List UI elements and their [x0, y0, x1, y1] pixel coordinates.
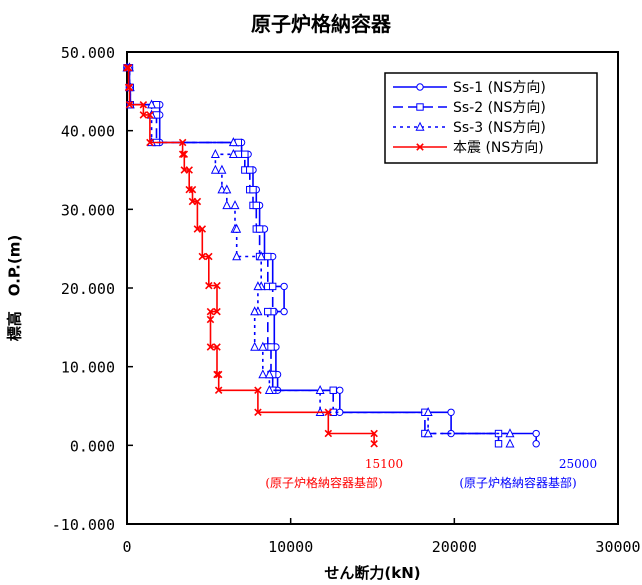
legend-marker: [417, 84, 423, 90]
series-line: [127, 68, 374, 444]
x-tick-label: 20000: [432, 538, 477, 556]
data-point: [268, 344, 274, 350]
annotation-label: (原子炉格納容器基部): [265, 475, 382, 490]
y-tick-label: 0.000: [70, 437, 115, 455]
x-tick-label: 10000: [268, 538, 313, 556]
data-point: [251, 343, 258, 350]
data-point: [495, 441, 501, 447]
data-point: [533, 430, 539, 436]
legend-label: 本震 (NS方向): [453, 140, 544, 156]
data-point: [212, 150, 219, 157]
data-point: [253, 202, 259, 208]
data-point: [269, 283, 275, 289]
y-tick-label: 10.000: [61, 359, 115, 377]
y-tick-label: 20.000: [61, 280, 115, 298]
y-tick-label: 40.000: [61, 123, 115, 141]
data-point: [281, 308, 287, 314]
legend-label: Ss-1 (NS方向): [453, 80, 546, 96]
annotation-label: (原子炉格納容器基部): [459, 475, 576, 490]
annotation-value: 25000: [559, 457, 597, 471]
data-point: [448, 409, 454, 415]
annotation-value: 15100: [365, 457, 403, 471]
x-tick-label: 0: [122, 538, 131, 556]
data-point: [265, 253, 271, 259]
legend-marker: [417, 104, 423, 110]
data-point: [330, 387, 336, 393]
y-tick-label: 50.000: [61, 44, 115, 62]
y-tick-label: -10.000: [52, 516, 115, 534]
data-point: [506, 440, 513, 447]
legend-label: Ss-3 (NS方向): [453, 120, 546, 136]
legend-label: Ss-2 (NS方向): [453, 100, 546, 116]
y-tick-label: 30.000: [61, 201, 115, 219]
data-point: [223, 201, 230, 208]
x-tick-label: 30000: [595, 538, 640, 556]
data-point: [231, 201, 238, 208]
data-point: [259, 370, 266, 377]
data-point: [256, 226, 262, 232]
data-point: [218, 166, 225, 173]
data-point: [250, 186, 256, 192]
data-point: [247, 167, 253, 173]
data-point: [337, 387, 343, 393]
data-point: [281, 283, 287, 289]
data-point: [242, 151, 248, 157]
data-point: [265, 308, 271, 314]
data-point: [212, 166, 219, 173]
data-point: [533, 441, 539, 447]
